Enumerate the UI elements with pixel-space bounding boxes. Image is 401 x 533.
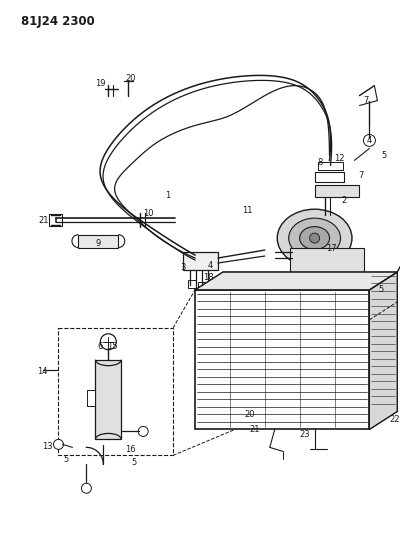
Ellipse shape — [289, 218, 340, 258]
Bar — [79, 235, 118, 248]
Text: 11: 11 — [243, 206, 253, 215]
Ellipse shape — [300, 227, 330, 249]
Text: 12: 12 — [334, 154, 345, 163]
Circle shape — [53, 439, 63, 449]
Bar — [290, 248, 365, 288]
Circle shape — [100, 334, 116, 350]
Text: 21: 21 — [38, 216, 49, 225]
Bar — [315, 185, 359, 197]
Text: 5: 5 — [64, 455, 69, 464]
Circle shape — [138, 426, 148, 437]
Text: 18: 18 — [203, 273, 213, 282]
Text: 16: 16 — [125, 445, 136, 454]
Text: 1: 1 — [166, 191, 171, 200]
Text: 81J24 2300: 81J24 2300 — [20, 15, 94, 28]
Bar — [87, 390, 95, 406]
Text: 7: 7 — [364, 96, 369, 105]
Circle shape — [310, 233, 320, 243]
Text: 2: 2 — [342, 196, 347, 205]
Bar — [95, 360, 121, 439]
Text: 13: 13 — [42, 442, 53, 451]
Text: 3: 3 — [180, 263, 186, 272]
Bar — [183, 252, 218, 270]
Ellipse shape — [277, 209, 352, 267]
Text: 5: 5 — [379, 285, 384, 294]
Text: 5: 5 — [132, 458, 137, 467]
Bar — [49, 214, 63, 226]
Text: 20: 20 — [125, 74, 136, 83]
Text: 8: 8 — [317, 158, 322, 167]
Text: 14: 14 — [37, 367, 48, 376]
Bar — [188, 280, 196, 288]
Bar — [59, 328, 173, 455]
Circle shape — [81, 483, 91, 493]
Text: 9: 9 — [96, 239, 101, 248]
Text: 19: 19 — [95, 79, 105, 88]
Bar — [198, 282, 206, 292]
Text: 4: 4 — [367, 136, 372, 145]
Text: 4: 4 — [207, 261, 213, 270]
Text: 6: 6 — [98, 342, 103, 351]
Text: 20: 20 — [245, 410, 255, 419]
Bar — [195, 290, 369, 430]
Text: 21: 21 — [249, 425, 260, 434]
Circle shape — [363, 134, 375, 147]
Text: 5: 5 — [382, 151, 387, 160]
Text: 10: 10 — [143, 209, 154, 217]
Bar — [315, 172, 344, 182]
Text: 17: 17 — [326, 244, 337, 253]
Polygon shape — [195, 272, 397, 290]
Bar — [318, 163, 342, 171]
Polygon shape — [369, 272, 397, 430]
Text: 23: 23 — [299, 430, 310, 439]
Text: 7: 7 — [359, 171, 364, 180]
Text: 22: 22 — [389, 415, 399, 424]
Text: 15: 15 — [107, 342, 117, 351]
